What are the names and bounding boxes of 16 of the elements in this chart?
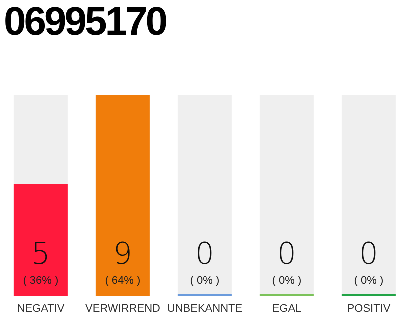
annotation: ( 64% ) xyxy=(105,275,141,287)
annotation: ( 0% ) xyxy=(354,275,384,287)
data-label: 5 xyxy=(31,237,50,272)
data-label: 9 xyxy=(113,237,132,272)
chart-title: 06995170 xyxy=(4,0,166,44)
x-tick-label: POSITIV xyxy=(347,302,392,315)
annotation: ( 36% ) xyxy=(23,275,59,287)
x-tick-label: UNBEKANNTE xyxy=(167,302,243,315)
annotation: ( 0% ) xyxy=(190,275,220,287)
x-tick-label: VERWIRREND xyxy=(86,302,161,315)
data-label: 0 xyxy=(195,237,214,272)
x-tick-label: EGAL xyxy=(272,302,302,315)
data-label: 0 xyxy=(277,237,296,272)
annotation: ( 0% ) xyxy=(272,275,302,287)
x-tick-label: NEGATIV xyxy=(17,302,66,315)
data-label: 0 xyxy=(359,237,378,272)
